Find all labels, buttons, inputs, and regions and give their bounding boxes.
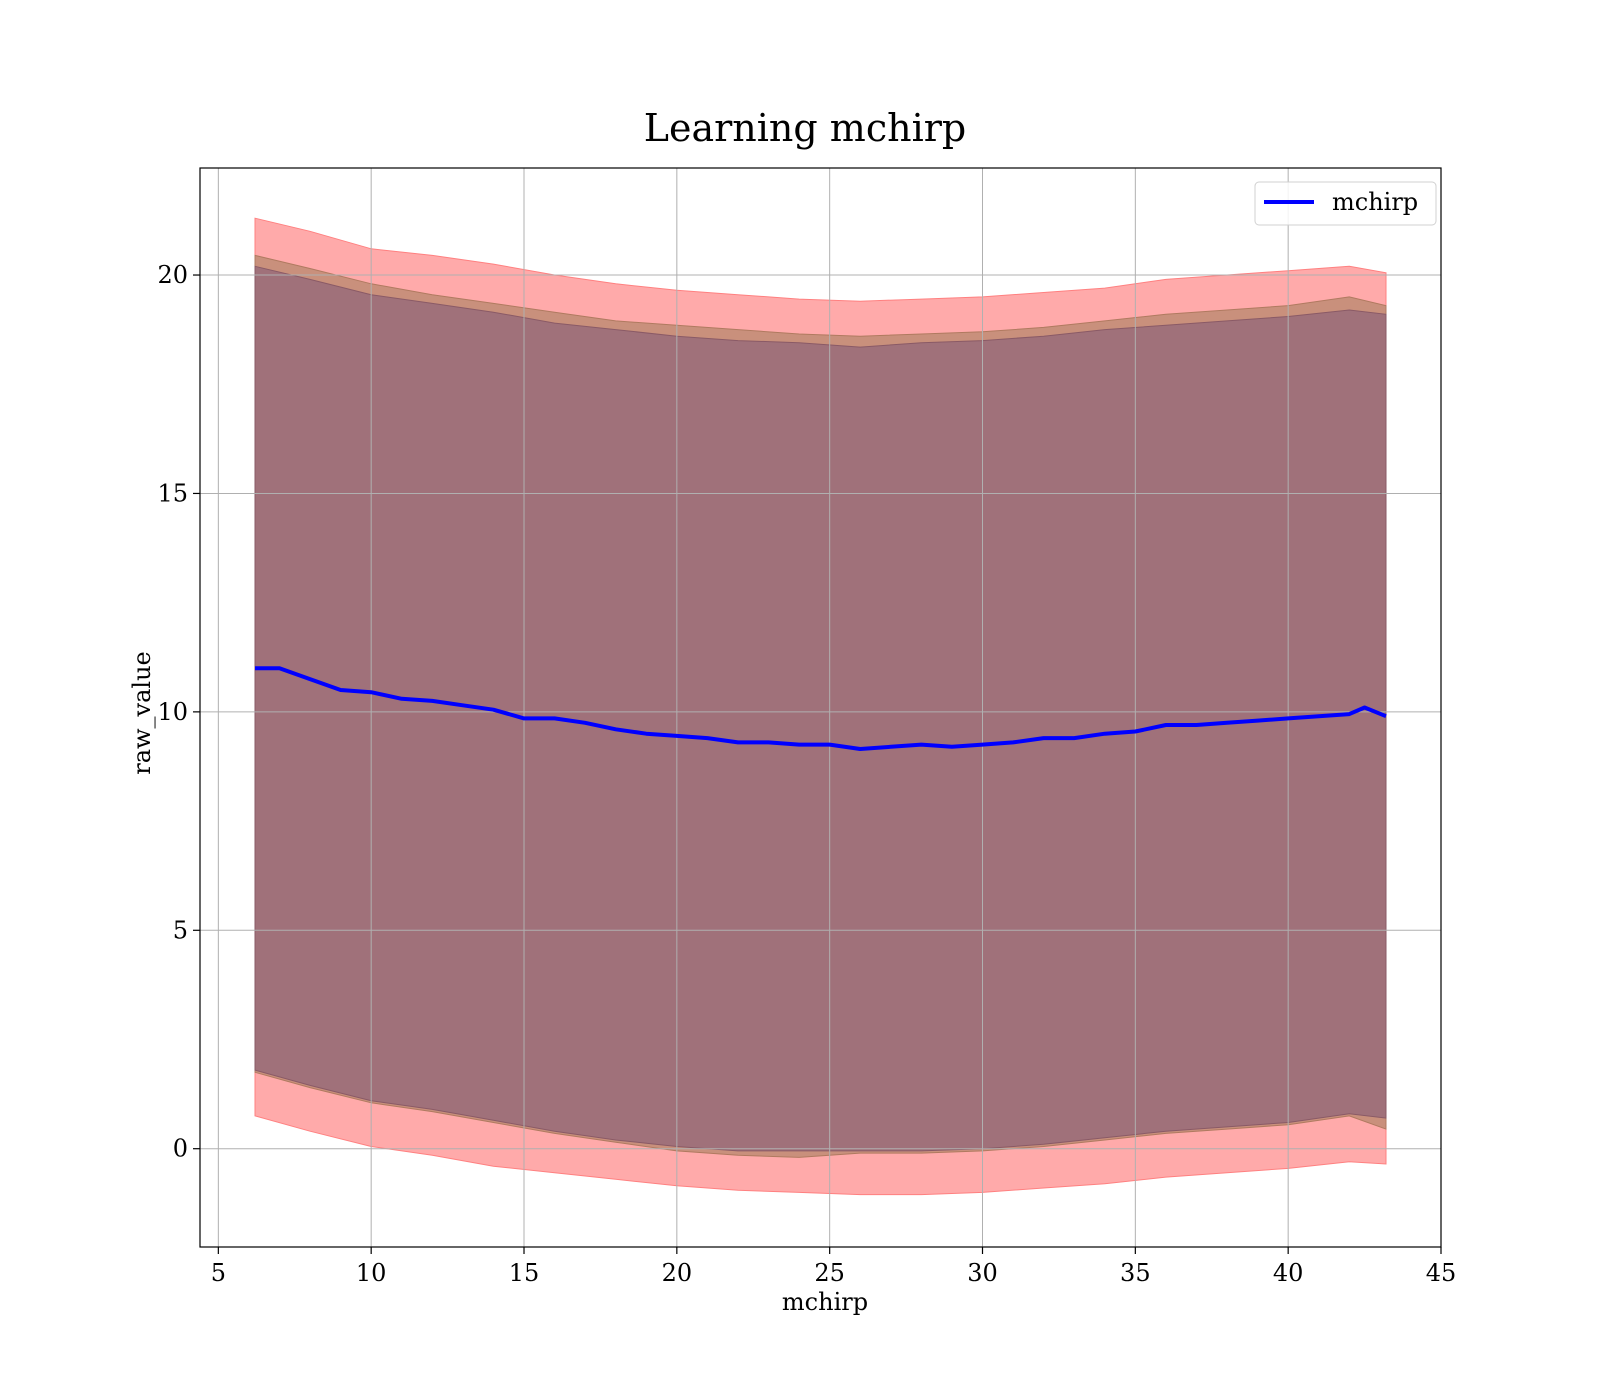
x-tick-label: 35: [1120, 1259, 1151, 1287]
band-inner: [254, 265, 1387, 1152]
x-tick-label: 40: [1273, 1259, 1304, 1287]
x-tick-label: 20: [662, 1259, 693, 1287]
x-axis-ticks: 5 10 15 20 25 30 35 40 45: [211, 1247, 1457, 1287]
y-tick-label: 20: [157, 261, 188, 289]
chart-title: Learning mchirp: [644, 106, 966, 150]
legend-label-mchirp: mchirp: [1332, 188, 1418, 216]
x-tick-label: 5: [211, 1259, 226, 1287]
plot-frame: [199, 167, 1442, 1248]
x-tick-label: 25: [814, 1259, 845, 1287]
confidence-bands: [254, 217, 1387, 1196]
y-axis-ticks: 0 5 10 15 20: [157, 261, 200, 1163]
x-tick-label: 30: [967, 1259, 998, 1287]
legend: mchirp: [1254, 181, 1437, 226]
y-tick-label: 10: [157, 698, 188, 726]
x-axis-label: mchirp: [782, 1288, 868, 1316]
series-line-mchirp: [255, 666, 1387, 751]
legend-box: [1254, 181, 1437, 226]
y-tick-label: 0: [173, 1135, 188, 1163]
y-axis-label: raw_value: [128, 651, 156, 775]
y-tick-label: 5: [173, 916, 188, 944]
x-tick-label: 45: [1426, 1259, 1457, 1287]
x-tick-label: 15: [509, 1259, 540, 1287]
y-tick-label: 15: [157, 479, 188, 507]
plot-area: [199, 167, 1442, 1248]
series-group: [255, 666, 1387, 751]
x-tick-label: 10: [356, 1259, 387, 1287]
